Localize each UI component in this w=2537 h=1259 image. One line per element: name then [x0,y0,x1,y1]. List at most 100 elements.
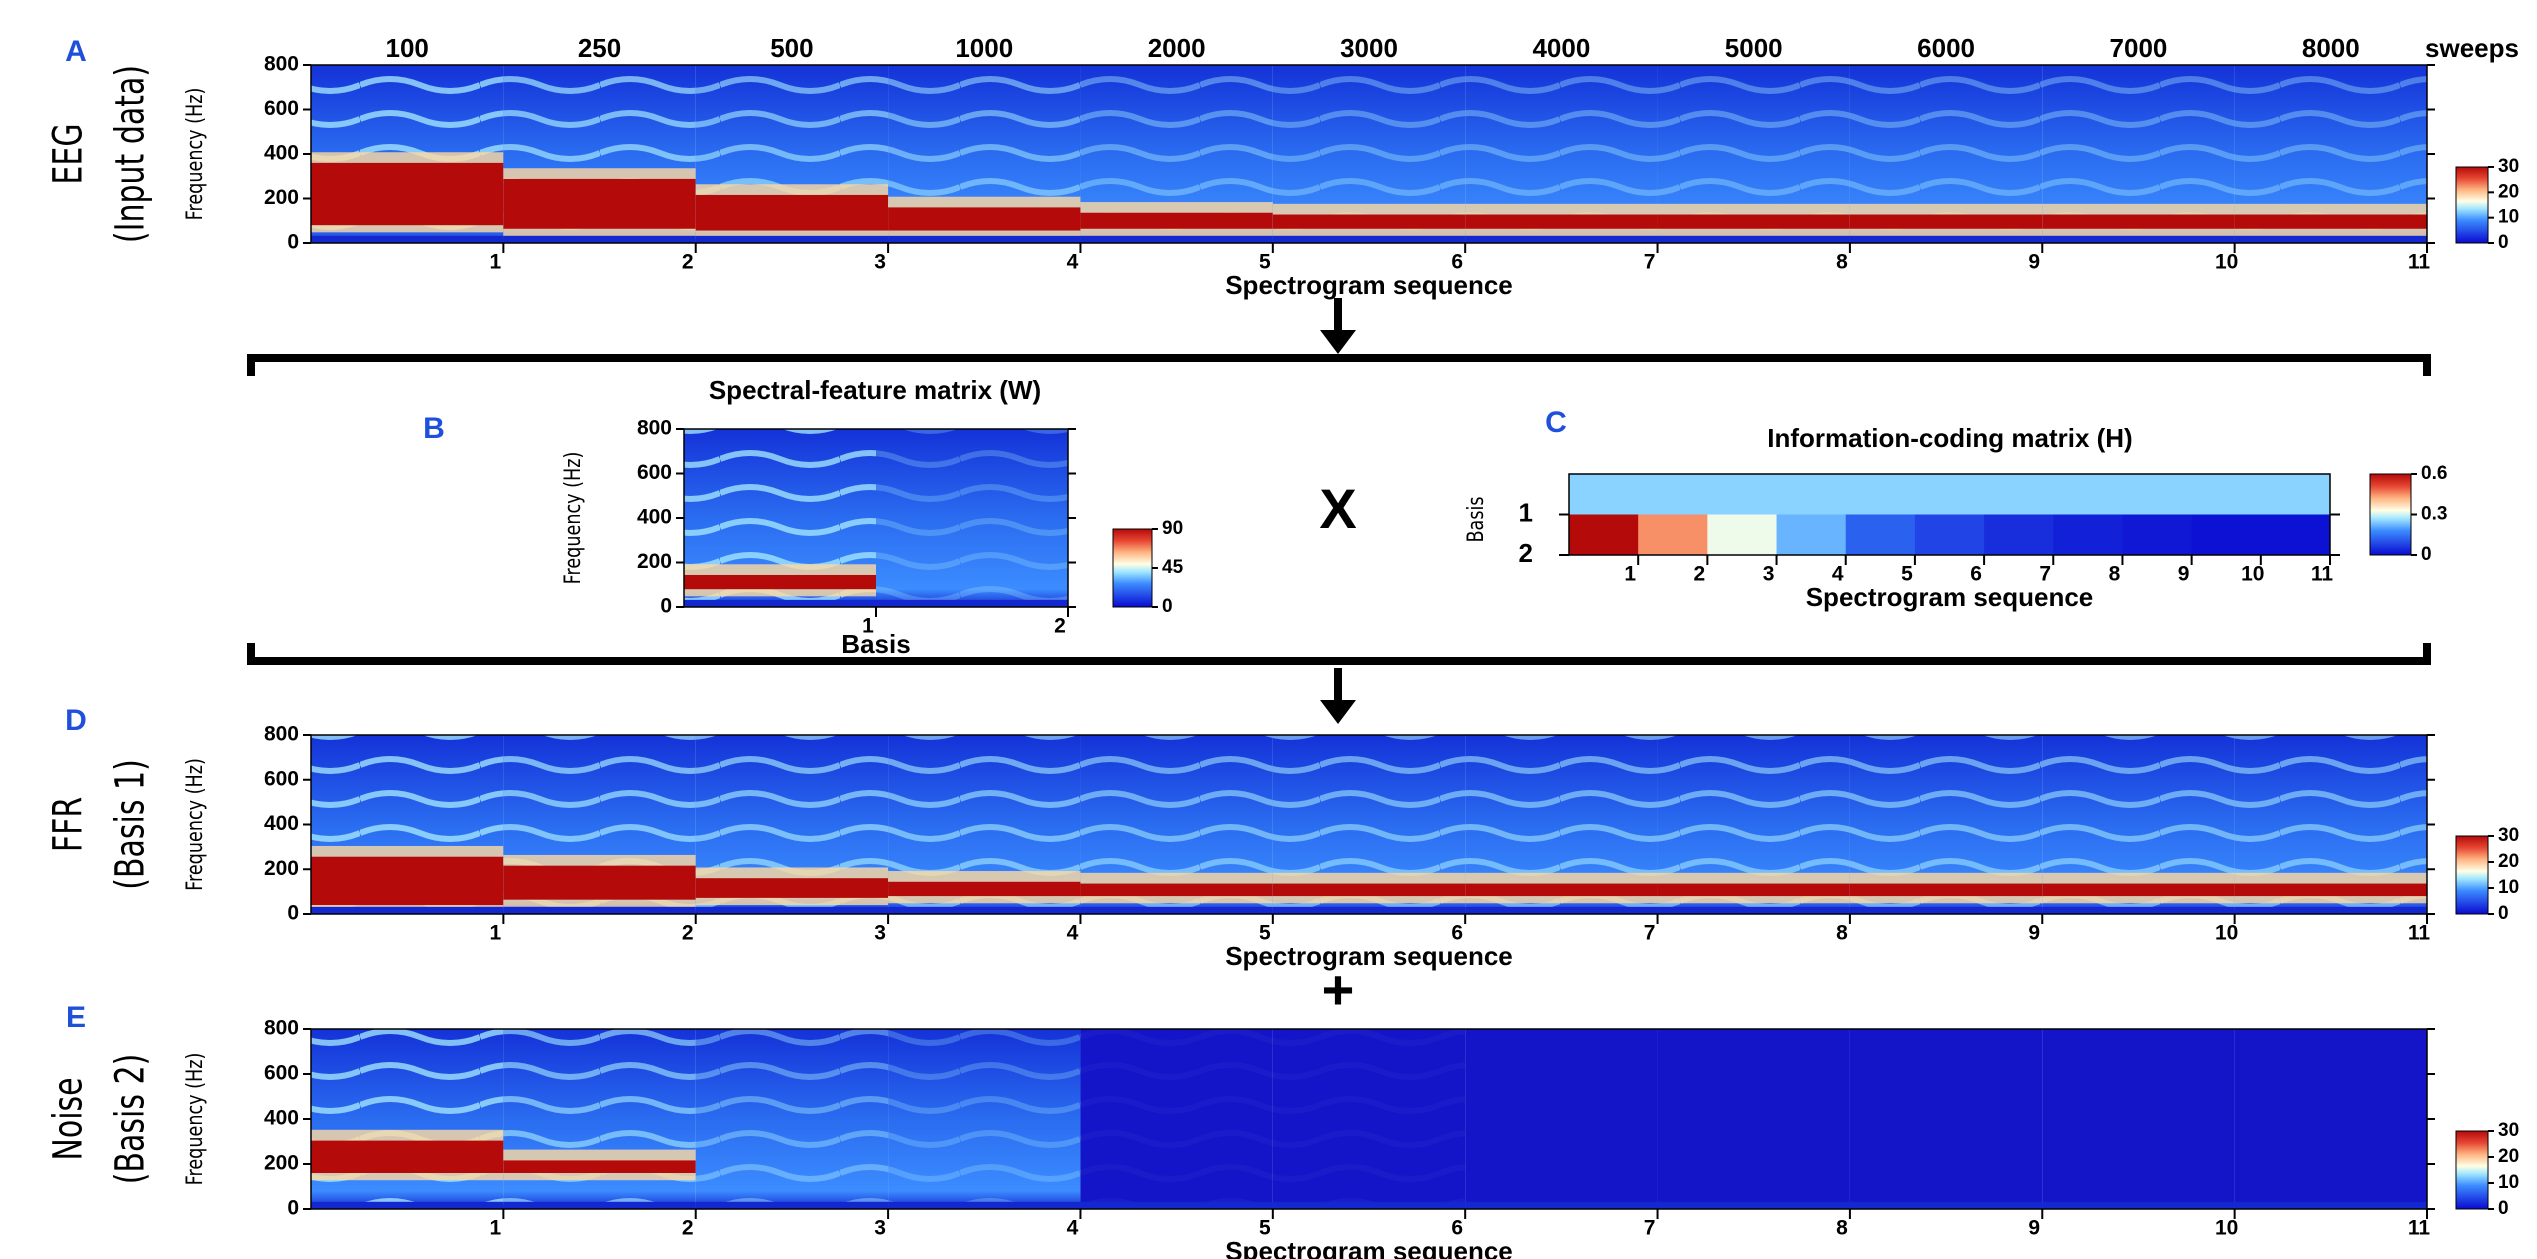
x-tick-label: 10 [2215,922,2238,945]
x-axis-label: Spectrogram sequence [1225,270,1513,300]
x-tick-label: 1 [862,615,874,638]
x-tick-label: 8 [1836,1217,1848,1240]
spectrogram-peak [1465,883,1658,897]
colorbar-tick-label: 20 [2498,851,2519,872]
spectrogram-floor [1465,235,1658,243]
y-tick-label: 0 [287,1197,299,1220]
row-label: (Basis 1) [107,759,153,890]
spectrogram-floor [684,599,876,607]
colorbar [2455,166,2489,244]
spectrogram-floor [695,235,889,243]
colorbar-tick-label: 0 [1162,596,1173,617]
row-label: FFR [45,797,91,852]
panel-title: Information-coding matrix (H) [1767,423,2132,453]
heatmap-cell [2191,474,2262,515]
spectrogram-floor [876,599,1068,607]
colorbar [1112,528,1153,608]
x-tick-label: 6 [1451,1217,1463,1240]
heatmap-cell [1569,474,1639,515]
plot-frame [310,64,2428,244]
spectrogram-floor [695,1201,889,1209]
spectrogram-texture [311,1029,504,1209]
heatmap-cell [1569,514,1639,555]
y-axis-label: Frequency (Hz) [182,758,207,891]
heatmap-cell [1845,514,1916,555]
x-tick-label: 2 [682,1217,694,1240]
spectrogram-floor [1272,906,1466,914]
x-tick-label: 4 [1067,922,1079,945]
spectrogram-segment [2042,1029,2235,1209]
y-tick-label: 400 [637,506,672,529]
spectrogram-segment [1849,1029,2043,1209]
y-axis-label: Frequency (Hz) [560,452,585,585]
colorbar-tick-label: 20 [2498,181,2519,202]
spectrogram-floor [1849,235,2043,243]
spectrogram-peak [2042,214,2235,229]
y-tick-label: 600 [264,97,299,120]
spectrogram-segment [1465,1029,1658,1209]
spectrogram-peak [503,1160,696,1173]
colorbar [2369,473,2412,556]
y-tick-label: 200 [264,1152,299,1175]
colorbar-tick-label: 10 [2498,1172,2519,1193]
spectrogram-peak [1849,214,2043,229]
x-tick-label: 2 [682,922,694,945]
heatmap-cell [1707,474,1778,515]
spectrogram-peak [2234,883,2427,897]
x-tick-label: 3 [1763,563,1775,586]
colorbar-tick-label: 0 [2498,1198,2509,1219]
x-tick-label: 3 [874,251,886,274]
arrow [1320,298,1356,724]
spectrogram-floor [1657,1201,1850,1209]
spectrogram-peak [888,881,1081,897]
colorbar-tick-label: 10 [2498,207,2519,228]
x-tick-label: 1 [490,1217,502,1240]
x-tick-label: 5 [1259,922,1271,945]
y-tick-label: 800 [264,1017,299,1040]
y-tick-label: 200 [264,186,299,209]
spectrogram-floor [1465,1201,1658,1209]
colorbar [2455,1130,2489,1210]
colorbar-tick-label: 30 [2498,156,2519,177]
spectrogram-floor [1849,906,2043,914]
x-tick-label: 7 [1644,922,1656,945]
segment-label: 2000 [1148,33,1206,63]
x-tick-label: 4 [1067,251,1079,274]
heatmap-cell [1845,474,1916,515]
x-tick-label: 6 [1451,922,1463,945]
spectrogram-floor [1849,1201,2043,1209]
segment-label: 500 [770,33,813,63]
x-tick-label: 7 [2039,563,2051,586]
spectrogram-texture [876,429,1068,607]
x-tick-label: 7 [1644,251,1656,274]
heatmap-cell [2191,514,2262,555]
segment-label: 4000 [1532,33,1590,63]
x-tick-label: 11 [2408,922,2431,945]
segment-label: 100 [385,33,428,63]
panel: 0 200 400 600 800 Frequency (Hz) 1 2 Basis Spectr… [423,375,1357,659]
spectrogram-floor [1657,906,1850,914]
spectrogram-peak [1657,214,1850,229]
spectrogram-peak [1657,883,1850,897]
spectrogram-peak [503,865,696,900]
y-tick-label: 0 [660,595,672,618]
panel-letter: C [1545,406,1567,439]
heatmap-cell [1914,474,1985,515]
segment-label: 3000 [1340,33,1398,63]
spectrogram-peak [888,207,1081,231]
operator: + [1322,958,1355,1021]
x-tick-label: 8 [1836,922,1848,945]
x-tick-label: 1 [490,251,502,274]
spectrogram-segment [1657,1029,1850,1209]
x-tick-label: 11 [2311,563,2334,586]
heatmap-cell [2053,514,2123,555]
x-tick-label: 6 [1970,563,1982,586]
segment-label: 250 [578,33,621,63]
spectrogram-floor [1080,1201,1273,1209]
x-tick-label: 5 [1901,563,1913,586]
colorbar-tick-label: 45 [1162,557,1184,578]
colorbar-tick-label: 30 [2498,1120,2519,1141]
x-tick-label: 10 [2215,1217,2238,1240]
plot-frame [1568,473,2331,556]
